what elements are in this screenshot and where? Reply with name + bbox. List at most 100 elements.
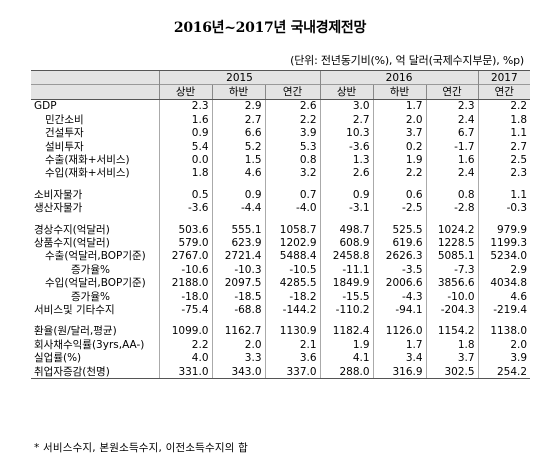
value-cell: 4285.5	[264, 276, 321, 290]
value-cell: 5085.1	[425, 249, 479, 264]
value-cell: 1.6	[158, 113, 212, 127]
value-cell: 608.9	[319, 236, 374, 250]
value-cell: 1182.4	[319, 324, 374, 339]
value-cell: 1.9	[372, 153, 427, 167]
value-cell: 0.2	[372, 139, 427, 154]
value-cell: 2097.5	[211, 276, 265, 290]
value-cell: 5488.4	[264, 249, 321, 264]
table-row: GDP 2.3 2.9 2.6 3.0 1.7 2.3 2.2	[31, 99, 531, 114]
period-header: 연간	[264, 84, 321, 100]
value-cell: 2188.0	[158, 276, 212, 290]
period-header: 하반	[372, 84, 427, 100]
value-cell: 0.9	[211, 188, 265, 202]
value-cell: -7.3	[425, 263, 479, 277]
table-row: 회사채수익률(3yrs,AA-) 2.2 2.0 2.1 1.9 1.7 1.8 2.0	[31, 338, 531, 352]
value-cell: 2.4	[425, 166, 479, 181]
period-header: 상반	[319, 84, 374, 100]
value-cell: 579.0	[158, 236, 212, 250]
value-cell: 1199.3	[477, 236, 531, 250]
table-row: 환율(원/달러,평균) 1099.0 1162.7 1130.9 1182.4 1126.…	[31, 324, 531, 339]
value-cell: 2006.6	[372, 276, 427, 290]
value-cell: 5.3	[264, 139, 321, 154]
value-cell: 5.4	[158, 139, 212, 154]
value-cell: 498.7	[319, 222, 374, 237]
corner-cell	[31, 84, 159, 100]
spacer-cell	[425, 316, 479, 325]
spacer-cell	[372, 180, 427, 189]
value-cell: -18.2	[264, 289, 321, 304]
value-cell: -10.0	[425, 289, 479, 304]
value-cell: 4.6	[211, 166, 265, 181]
value-cell: 0.5	[158, 188, 212, 202]
value-cell: -219.4	[477, 303, 531, 317]
value-cell: -10.5	[264, 263, 321, 277]
value-cell: 979.9	[477, 222, 531, 237]
value-cell: 2.5	[477, 153, 531, 167]
value-cell: 337.0	[264, 364, 321, 380]
value-cell: 2.2	[264, 113, 321, 127]
spacer-cell	[319, 316, 374, 325]
value-cell: 1.8	[477, 113, 531, 127]
value-cell: 2.7	[211, 113, 265, 127]
value-cell: 1.1	[477, 188, 531, 202]
value-cell: 1.7	[372, 99, 427, 114]
value-cell: 1154.2	[425, 324, 479, 339]
value-cell: -1.7	[425, 139, 479, 154]
value-cell: 316.9	[372, 364, 427, 380]
spacer-cell	[477, 180, 531, 189]
unit-note: (단위: 전년동기비(%), 억 달러(국제수지부문), %p)	[290, 54, 524, 67]
spacer-row	[31, 214, 531, 223]
table-row: 증가율% -10.6 -10.3 -10.5 -11.1 -3.5 -7.3 2.9	[31, 263, 531, 277]
value-cell: 1058.7	[264, 222, 321, 237]
spacer-cell	[31, 215, 159, 223]
value-cell: 619.6	[372, 236, 427, 250]
table-row: 서비스및 기타수지 -75.4 -68.8 -144.2 -110.2 -94.1 -204…	[31, 303, 531, 317]
value-cell: 2.2	[158, 338, 212, 352]
year-2015: 2015	[158, 69, 321, 85]
value-cell: 0.7	[264, 188, 321, 202]
value-cell: 3.7	[372, 126, 427, 140]
value-cell: 5234.0	[477, 249, 531, 264]
value-cell: -15.5	[319, 289, 374, 304]
value-cell: -110.2	[319, 303, 374, 317]
spacer-cell	[158, 214, 212, 223]
spacer-cell	[158, 316, 212, 325]
value-cell: 0.8	[425, 188, 479, 202]
spacer-cell	[211, 180, 265, 189]
value-cell: 3.9	[477, 351, 531, 365]
row-label: 환율(원/달러,평균)	[34, 325, 117, 338]
value-cell: 2.0	[477, 338, 531, 352]
row-label: 실업률(%)	[34, 352, 82, 365]
value-cell: 2721.4	[211, 249, 265, 264]
row-label: 설비투자	[45, 140, 84, 153]
value-cell: 2.3	[158, 99, 212, 114]
value-cell: -3.6	[158, 201, 212, 215]
spacer-cell	[425, 214, 479, 223]
table-row: 민간소비 1.6 2.7 2.2 2.7 2.0 2.4 1.8	[31, 113, 531, 127]
table-row: 상품수지(억달러) 579.0 623.9 1202.9 608.9 619.6 1228.…	[31, 236, 531, 250]
spacer-cell	[319, 214, 374, 223]
value-cell: 2.9	[211, 99, 265, 114]
row-label: 상품수지(억달러)	[34, 236, 110, 249]
value-cell: 5.2	[211, 139, 265, 154]
table-row: 수입(억달러,BOP기준) 2188.0 2097.5 4285.5 1849.9 200…	[31, 276, 531, 290]
value-cell: -4.0	[264, 201, 321, 215]
row-label: 증가율%	[71, 290, 110, 303]
spacer-cell	[158, 180, 212, 189]
value-cell: -94.1	[372, 303, 427, 317]
spacer-cell	[211, 214, 265, 223]
value-cell: 1024.2	[425, 222, 479, 237]
value-cell: 2.0	[372, 113, 427, 127]
year-header-row: 2015 2016 2017	[31, 69, 531, 85]
spacer-cell	[477, 214, 531, 223]
value-cell: -4.3	[372, 289, 427, 304]
table-row: 설비투자 5.4 5.2 5.3 -3.6 0.2 -1.7 2.7	[31, 139, 531, 154]
value-cell: 2.3	[425, 99, 479, 114]
value-cell: 503.6	[158, 222, 212, 237]
value-cell: 2.2	[477, 99, 531, 114]
row-label: 회사채수익률(3yrs,AA-)	[34, 338, 145, 351]
row-label: 생산자물가	[34, 202, 83, 215]
row-label: 수입(재화+서비스)	[45, 167, 130, 180]
spacer-cell	[211, 316, 265, 325]
value-cell: 302.5	[425, 364, 479, 380]
